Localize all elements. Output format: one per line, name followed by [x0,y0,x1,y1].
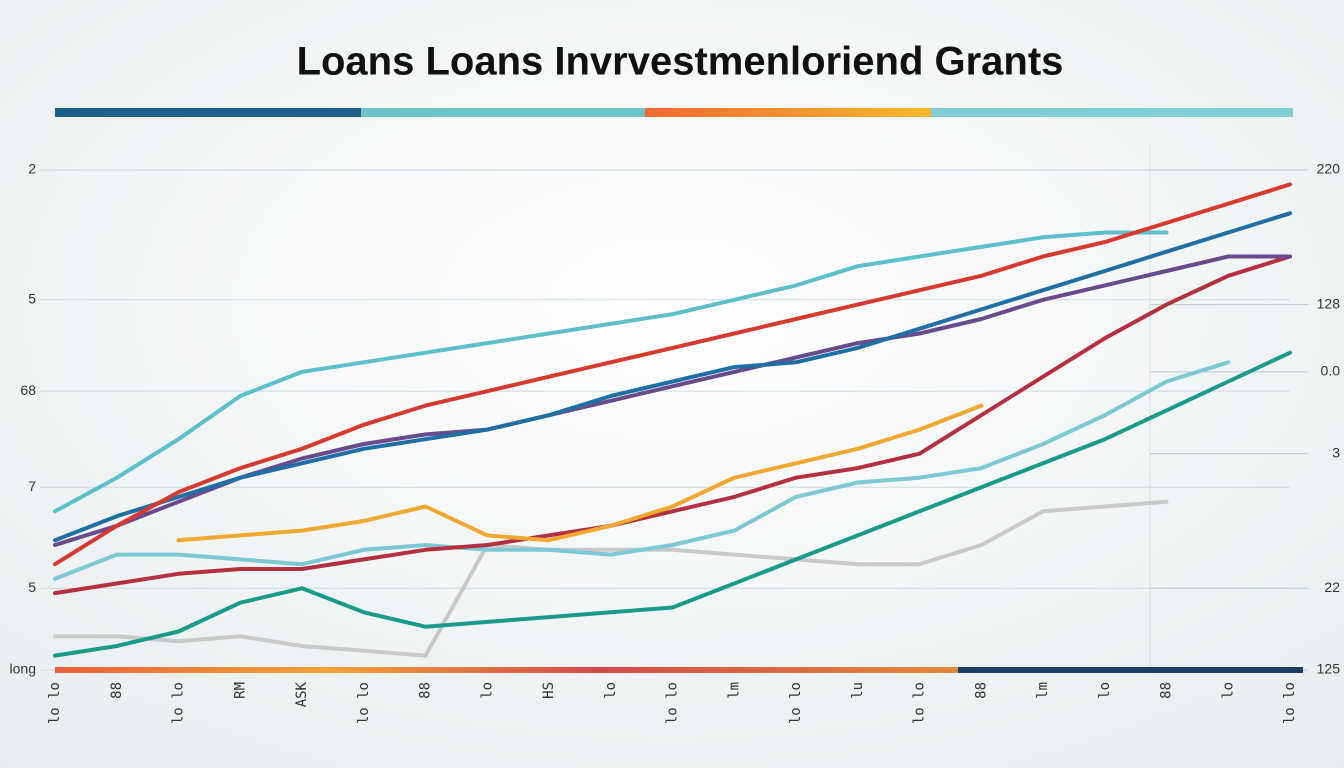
header-bar [645,108,931,117]
x-tick-label: lo lo [171,682,187,724]
x-tick-label: lo [479,682,495,699]
x-tick-label: lo lo [1282,682,1298,724]
y2-tick-label: 220 [1317,161,1341,177]
y2-tick-label: 125 [1317,661,1341,677]
x-tick-label: lo lo [665,682,681,724]
series-line [53,350,1292,658]
x-tick-label: ASK [294,681,310,707]
x-tick-label: 88 [1159,682,1175,699]
y-tick-label: 68 [20,382,36,398]
x-tick-label: lo [1097,682,1113,699]
x-tick-label: lo [1220,682,1236,699]
chart-title: Loans Loans Invrvestmenloriend Grants [297,40,1064,84]
series-line [53,182,1292,567]
header-bar [931,108,1293,117]
y-tick-label: 5 [28,579,36,595]
y-tick-label: 5 [28,291,36,307]
x-tick-label: lo [603,682,619,699]
x-tick-label: 88 [418,682,434,699]
y2-tick-label: 128 [1317,295,1341,311]
x-tick-label: RM [232,682,248,699]
baseline [958,667,1303,673]
x-tick-label: lm [726,682,742,699]
series-line [53,360,1231,581]
y-tick-label: 7 [28,478,36,494]
x-tick-label: lo lo [47,682,63,724]
x-tick-label: HS [541,682,557,699]
x-tick-label: lo lo [356,682,372,724]
x-tick-label: lo lo [788,682,804,724]
x-tick-label: lo lo [912,682,928,724]
series-line [53,211,1292,543]
y2-tick-label: 22 [1324,579,1340,595]
x-tick-label: 88 [109,682,125,699]
x-tick-label: lu [850,682,866,699]
header-bar [361,108,645,117]
series-line [176,403,984,543]
x-tick-label: lm [1035,682,1051,699]
baseline [55,667,958,673]
series-line [53,499,1169,658]
series-line [53,254,1292,596]
y-tick-label: 2 [28,161,36,177]
series-line [53,230,1169,514]
y2-tick-label: 0.0 [1321,363,1341,379]
x-tick-label: 88 [973,682,989,699]
header-bar [55,108,361,117]
y-tick-label: long [10,661,36,677]
y2-tick-label: 3 [1332,444,1340,460]
